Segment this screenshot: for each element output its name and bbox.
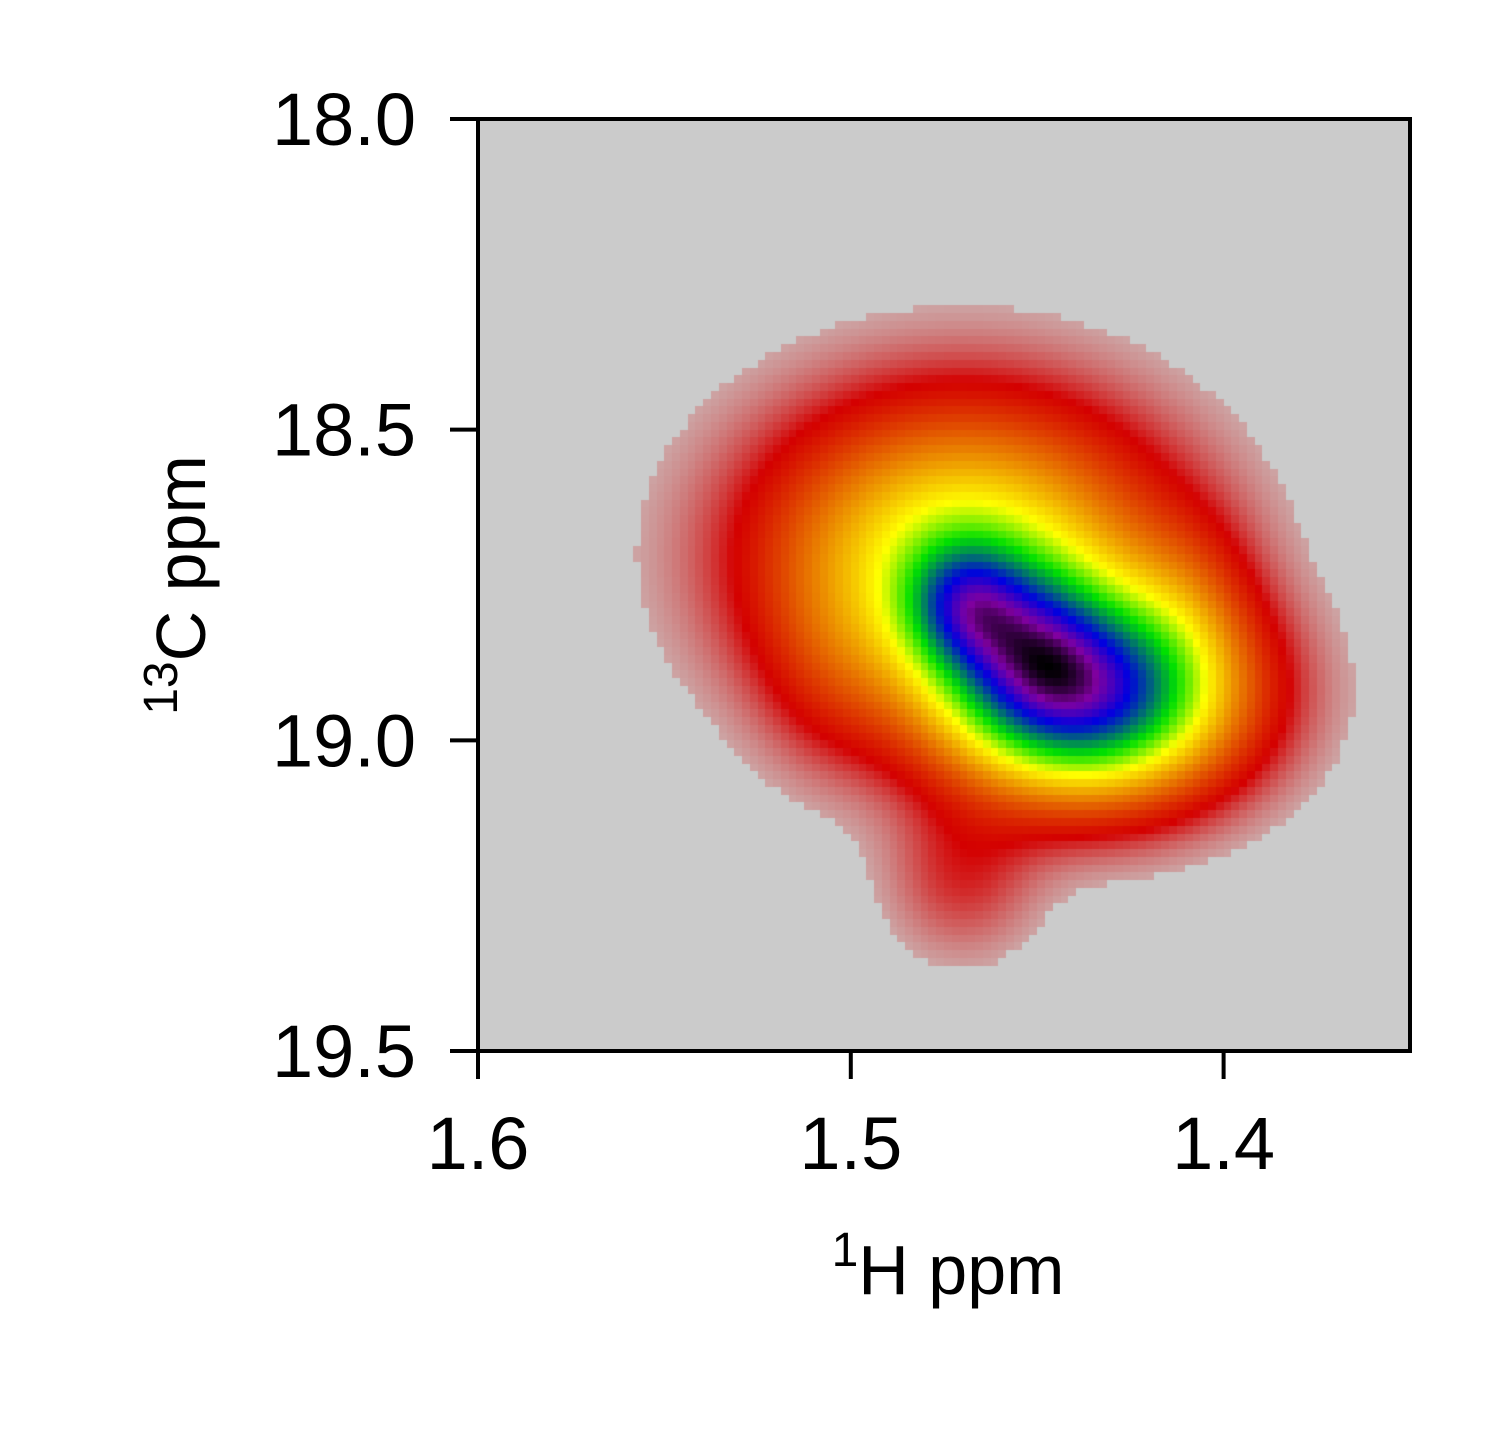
x-axis-title: 1H ppm [832,1224,1065,1309]
y-axis-title: 13C ppm [135,455,220,715]
spectrum-heatmap [478,119,1410,1051]
y-tick-label: 19.0 [272,699,416,782]
x-tick-label: 1.4 [1172,1102,1275,1185]
y-tick-label: 18.0 [272,78,416,161]
y-tick-label: 19.5 [272,1010,416,1093]
x-axis-title-superscript: 1 [832,1224,859,1277]
y-axis: 18.0 18.5 19.0 19.5 [272,78,478,1093]
x-tick-label: 1.5 [799,1102,902,1185]
x-axis-title-text: H ppm [858,1231,1064,1309]
y-axis-title-text: C ppm [142,455,220,661]
y-axis-title-superscript: 13 [135,661,188,714]
plot-area [476,117,1412,1053]
x-axis: 1.6 1.5 1.4 [427,1051,1275,1185]
plot-frame [476,117,1412,1053]
y-tick-label: 18.5 [272,389,416,472]
x-tick-label: 1.6 [427,1102,530,1185]
